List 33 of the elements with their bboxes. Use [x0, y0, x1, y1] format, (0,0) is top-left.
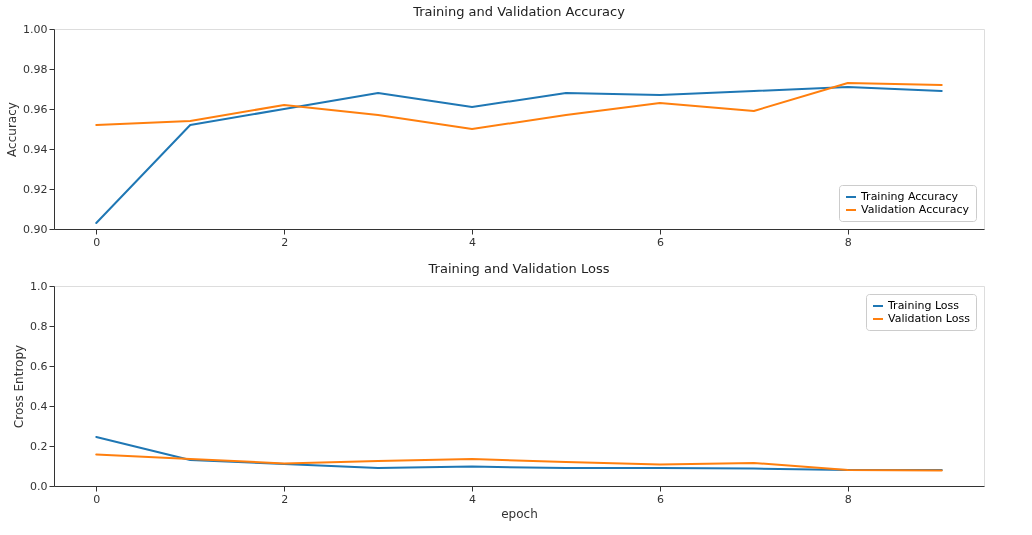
x-tick-label: 8 — [844, 235, 852, 249]
y-tick-label: 0.8 — [30, 319, 48, 333]
x-tick-label: 4 — [469, 492, 477, 506]
x-tick-label: 6 — [656, 492, 664, 506]
y-tick-label: 0.94 — [23, 142, 48, 156]
y-axis-title: Accuracy — [5, 102, 20, 157]
y-tick-label: 0.98 — [23, 62, 48, 76]
chart-title: Training and Validation Accuracy — [412, 4, 626, 19]
y-tick-label: 0.2 — [30, 439, 48, 453]
line-series — [95, 453, 943, 472]
x-axis-title: epoch — [501, 506, 538, 521]
chart-title: Training and Validation Loss — [427, 261, 610, 276]
legend-label: Training Accuracy — [860, 190, 959, 203]
y-tick-label: 1.00 — [23, 22, 48, 36]
y-tick-label: 1.0 — [30, 279, 48, 293]
y-tick-label: 0.96 — [23, 102, 48, 116]
x-tick-label: 4 — [469, 235, 477, 249]
x-tick-label: 8 — [844, 492, 852, 506]
legend-label: Training Loss — [887, 299, 960, 312]
y-tick-label: 0.4 — [30, 399, 48, 413]
x-tick-label: 6 — [656, 235, 664, 249]
x-tick-label: 0 — [93, 492, 101, 506]
x-tick-label: 0 — [93, 235, 101, 249]
y-tick-label: 0.6 — [30, 359, 48, 373]
legend-label: Validation Loss — [888, 312, 971, 325]
legend-label: Validation Accuracy — [861, 203, 970, 216]
y-axis-title: Cross Entropy — [12, 344, 27, 429]
x-tick-label: 2 — [281, 492, 289, 506]
y-tick-label: 0.92 — [23, 182, 48, 196]
x-tick-label: 2 — [281, 235, 289, 249]
line-series — [95, 82, 943, 130]
y-tick-label: 0.90 — [23, 222, 48, 236]
y-tick-label: 0.0 — [30, 479, 48, 493]
